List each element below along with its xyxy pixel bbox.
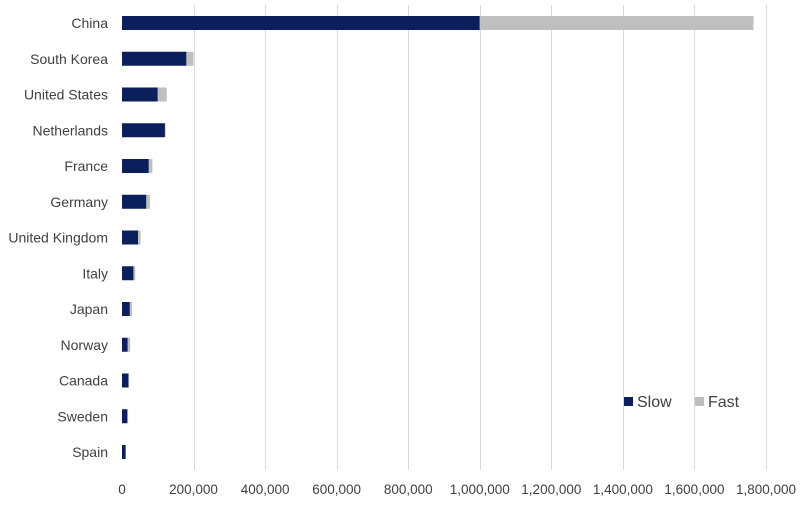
category-label-united-states: United States: [24, 87, 108, 103]
bar-china-slow: [122, 16, 480, 30]
category-label-germany: Germany: [50, 194, 108, 210]
category-label-china: China: [71, 15, 108, 31]
category-label-france: France: [64, 158, 108, 174]
bar-norway-fast: [127, 337, 131, 352]
x-tick-label-1-800-000: 1,800,000: [736, 482, 796, 497]
bar-netherlands-fast: [164, 123, 166, 138]
gridlines: [194, 5, 767, 470]
x-axis-tick-labels: 0 200,000 400,000 600,000 800,000 1,000,000 1,…: [118, 482, 796, 497]
category-labels: China South Korea United States Netherlands…: [8, 15, 108, 460]
bar-japan-slow: [122, 302, 130, 316]
bar-italy-fast: [133, 266, 136, 281]
bar-france-fast: [148, 159, 153, 173]
legend-swatch-fast: [695, 397, 704, 406]
legend-swatch-slow: [624, 397, 633, 406]
bar-germany-fast: [146, 194, 150, 209]
x-tick-label-1-600-000: 1,600,000: [664, 482, 724, 497]
bar-united-states-fast: [157, 87, 167, 102]
category-label-norway: Norway: [61, 337, 108, 353]
category-label-italy: Italy: [82, 265, 108, 281]
bar-italy-slow: [122, 266, 134, 281]
category-label-united-kingdom: United Kingdom: [8, 230, 108, 246]
bar-united-kingdom-slow: [122, 230, 139, 245]
legend-label-slow: Slow: [637, 394, 672, 411]
x-tick-label-200-000: 200,000: [169, 482, 218, 497]
bar-japan-fast: [129, 302, 133, 316]
bar-norway-slow: [122, 337, 128, 352]
bar-south-korea-fast: [186, 51, 194, 66]
bar-netherlands-slow: [122, 123, 165, 138]
x-tick-label-1-400-000: 1,400,000: [593, 482, 653, 497]
x-tick-label-0: 0: [118, 482, 126, 497]
x-tick-label-400-000: 400,000: [241, 482, 290, 497]
category-label-japan: Japan: [70, 301, 108, 317]
category-label-netherlands: Netherlands: [33, 122, 109, 138]
bar-south-korea-slow: [122, 51, 187, 66]
bar-canada-slow: [122, 373, 129, 388]
legend: Slow Fast: [624, 394, 740, 411]
bar-sweden-fast: [127, 409, 129, 424]
bar-france-slow: [122, 159, 149, 173]
bar-united-states-slow: [122, 87, 158, 102]
bar-germany-slow: [122, 194, 147, 209]
x-tick-label-800-000: 800,000: [384, 482, 433, 497]
bar-canada-fast: [128, 373, 130, 388]
category-label-south-korea: South Korea: [30, 51, 108, 67]
bar-china-fast: [479, 16, 754, 30]
legend-label-fast: Fast: [708, 394, 740, 411]
bar-spain-slow: [122, 445, 126, 459]
bar-united-kingdom-fast: [138, 230, 141, 245]
x-tick-label-1-200-000: 1,200,000: [521, 482, 581, 497]
x-tick-label-600-000: 600,000: [312, 482, 361, 497]
bars: [122, 16, 754, 459]
category-label-spain: Spain: [72, 444, 108, 460]
bar-sweden-slow: [122, 409, 128, 424]
category-label-canada: Canada: [59, 373, 108, 389]
x-tick-label-1-000-000: 1,000,000: [450, 482, 510, 497]
category-label-sweden: Sweden: [57, 408, 108, 424]
